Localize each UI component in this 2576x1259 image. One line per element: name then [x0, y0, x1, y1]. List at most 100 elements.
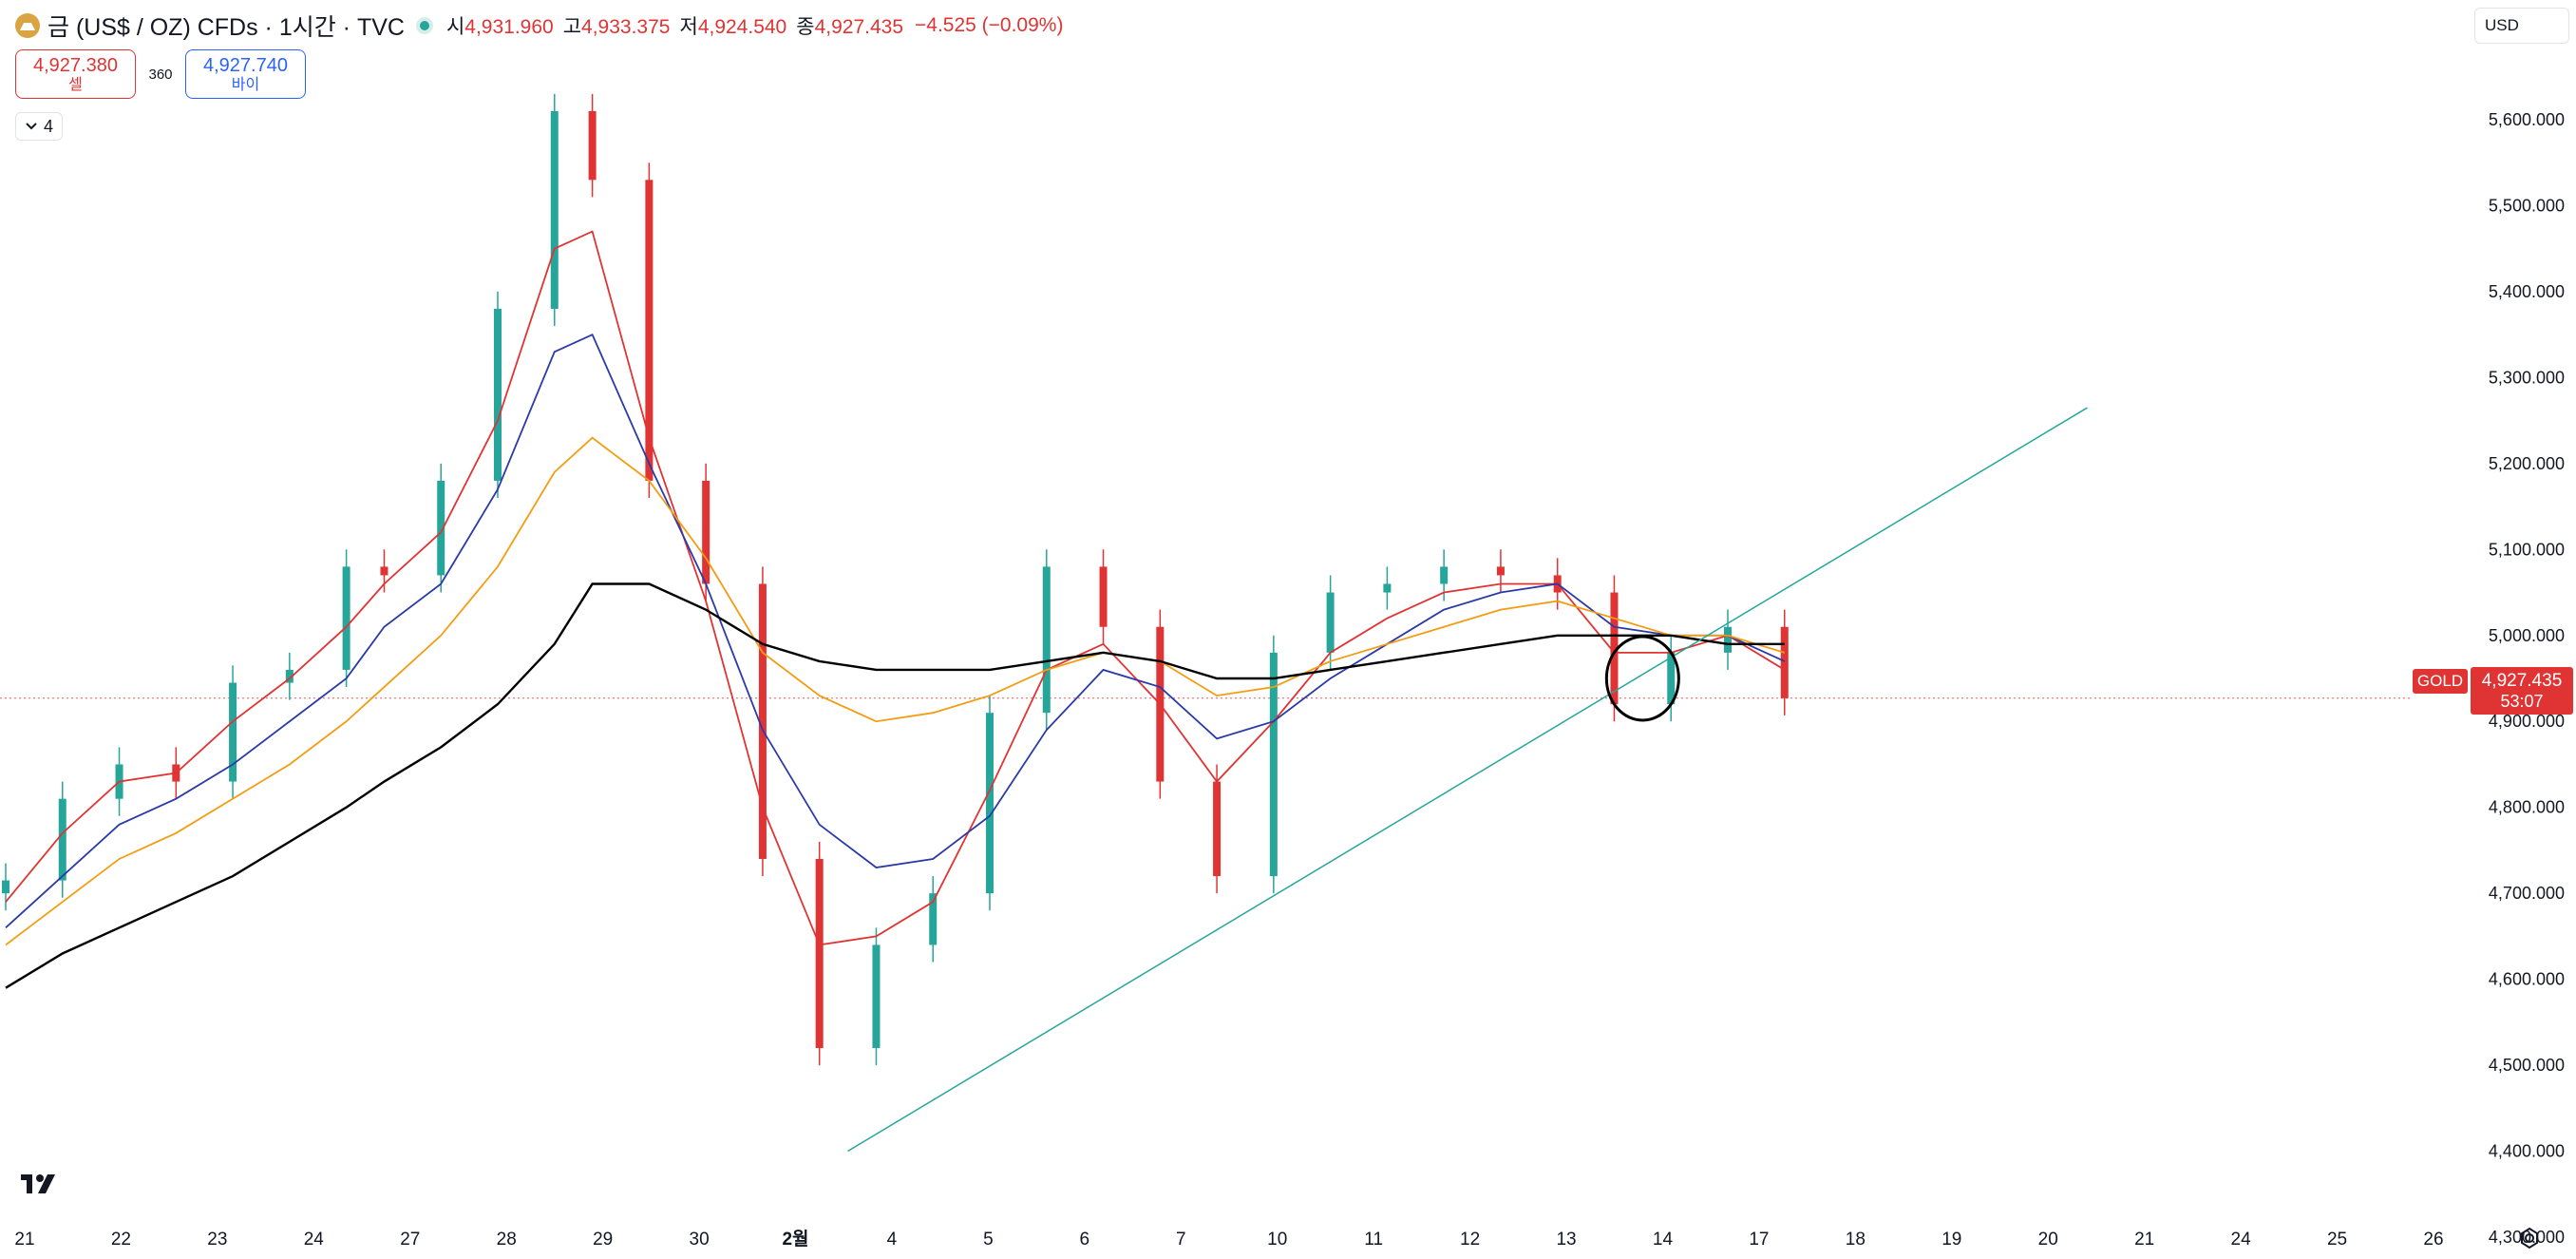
last-price-label: 4,927.435 53:07: [2471, 667, 2573, 715]
time-scale-label: 19: [1941, 1230, 1961, 1249]
ohlc-low: 저4,924.540: [679, 16, 787, 38]
price-scale-label: 4,500.000: [2489, 1056, 2565, 1075]
price-scale-label: 5,000.000: [2489, 626, 2565, 645]
time-scale-label: 27: [400, 1230, 420, 1249]
candle-body: [645, 180, 653, 481]
candle-body: [437, 480, 445, 576]
circle-drawing: [1604, 635, 1680, 722]
price-scale-label: 5,600.000: [2489, 110, 2565, 129]
candle-body: [494, 309, 502, 481]
price-scale-label: 4,400.000: [2489, 1142, 2565, 1161]
time-scale-label: 28: [497, 1230, 517, 1249]
time-scale-label: 14: [1653, 1230, 1674, 1249]
time-scale-label: 26: [2423, 1230, 2443, 1249]
time-scale-label: 10: [1267, 1230, 1287, 1249]
candle-body: [1724, 626, 1732, 653]
candle-body: [550, 110, 559, 310]
symbol-tag: GOLD: [2413, 669, 2468, 694]
candle-body: [1780, 626, 1789, 698]
price-scale-label: 4,800.000: [2489, 798, 2565, 817]
time-scale-label: 4: [887, 1230, 898, 1249]
price-scale-label: 5,100.000: [2489, 540, 2565, 559]
candle-body: [1383, 583, 1392, 593]
last-price: 4,927.435: [2481, 671, 2563, 691]
symbol-info: 금 (US$ / OZ) CFDs · 1시간 · TVC 시4,931.960…: [15, 10, 1063, 42]
sell-label: 셀: [68, 77, 83, 93]
price-scale-label: 4,600.000: [2489, 970, 2565, 989]
candle-body: [380, 566, 388, 576]
candle-body: [815, 858, 824, 1048]
buy-price: 4,927.740: [203, 55, 288, 76]
price-change: −4.525 (−0.09%): [915, 14, 1064, 36]
time-scale-label: 30: [690, 1230, 710, 1249]
buy-label: 바이: [231, 77, 260, 93]
gold-logo-icon: [15, 13, 40, 38]
time-scale-label: 6: [1080, 1230, 1090, 1249]
candle-body: [702, 480, 710, 584]
time-scale-label: 21: [14, 1230, 34, 1249]
price-scale-label: 4,700.000: [2489, 884, 2565, 903]
ohlc-high: 고4,933.375: [562, 16, 671, 38]
moving-average-line: [5, 436, 1786, 946]
sell-button[interactable]: 4,927.380 셀: [15, 49, 136, 99]
time-scale-label: 23: [207, 1230, 227, 1249]
price-scale-label: 5,400.000: [2489, 282, 2565, 301]
time-scale-label: 29: [593, 1230, 613, 1249]
candle-body: [1213, 781, 1222, 877]
time-scale-label: 25: [2327, 1230, 2347, 1249]
candle-body: [1099, 566, 1108, 627]
time-scale-label: 11: [1364, 1230, 1383, 1249]
candle-body: [342, 566, 350, 670]
moving-average-line: [5, 333, 1786, 929]
chart-header: 금 (US$ / OZ) CFDs · 1시간 · TVC 시4,931.960…: [0, 0, 2576, 49]
candle-body: [58, 798, 66, 881]
tradingview-logo-icon[interactable]: [19, 1171, 68, 1197]
candle-body: [1610, 592, 1619, 705]
moving-average-line: [5, 582, 1785, 989]
trendline-drawing: [847, 407, 2088, 1153]
time-scale-label: 17: [1749, 1230, 1769, 1249]
sell-price: 4,927.380: [33, 55, 118, 76]
price-scale-label: 5,200.000: [2489, 454, 2565, 473]
buy-button[interactable]: 4,927.740 바이: [185, 49, 306, 99]
time-scale-label: 12: [1460, 1230, 1480, 1249]
candle-body: [758, 583, 767, 859]
price-scale-label: 5,500.000: [2489, 196, 2565, 215]
time-scale-label: 22: [111, 1230, 131, 1249]
ohlc-open: 시4,931.960: [445, 16, 554, 38]
indicator-count: 4: [43, 116, 53, 136]
time-scale-label: 24: [304, 1230, 325, 1249]
ohlc-close: 종4,927.435: [796, 16, 904, 38]
candle-body: [1496, 566, 1505, 576]
candle-body: [1667, 652, 1676, 705]
bar-countdown: 53:07: [2500, 692, 2544, 711]
moving-average-line: [5, 230, 1786, 946]
time-scale-label: 20: [2038, 1230, 2058, 1249]
candle-body: [1440, 566, 1449, 584]
candle-body: [872, 944, 881, 1048]
spread-value: 360: [148, 66, 173, 83]
candle-body: [285, 669, 294, 683]
candle-body: [929, 893, 938, 945]
currency-selector[interactable]: USD: [2474, 8, 2569, 44]
price-scale-label: 5,300.000: [2489, 368, 2565, 387]
time-scale-label: 24: [2231, 1230, 2252, 1249]
time-scale-label: 7: [1176, 1230, 1186, 1249]
indicators-toggle[interactable]: 4: [15, 112, 63, 141]
symbol-title[interactable]: 금 (US$ / OZ) CFDs · 1시간 · TVC: [47, 14, 405, 41]
candle-body: [588, 110, 597, 181]
time-scale-label: 5: [983, 1230, 994, 1249]
candle-body: [986, 713, 994, 894]
candle-body: [1269, 652, 1278, 877]
candle-body: [1326, 592, 1335, 653]
time-scale-label: 21: [2134, 1230, 2154, 1249]
candle-body: [2, 880, 9, 894]
candle-body: [229, 682, 237, 782]
settings-gear-icon[interactable]: [2515, 1224, 2544, 1252]
price-scale-label: 4,900.000: [2489, 712, 2565, 731]
time-scale-label: 13: [1556, 1230, 1576, 1249]
time-scale-label: 18: [1846, 1230, 1866, 1249]
chevron-down-icon: [26, 123, 37, 130]
time-scale-label: 2월: [782, 1229, 808, 1249]
